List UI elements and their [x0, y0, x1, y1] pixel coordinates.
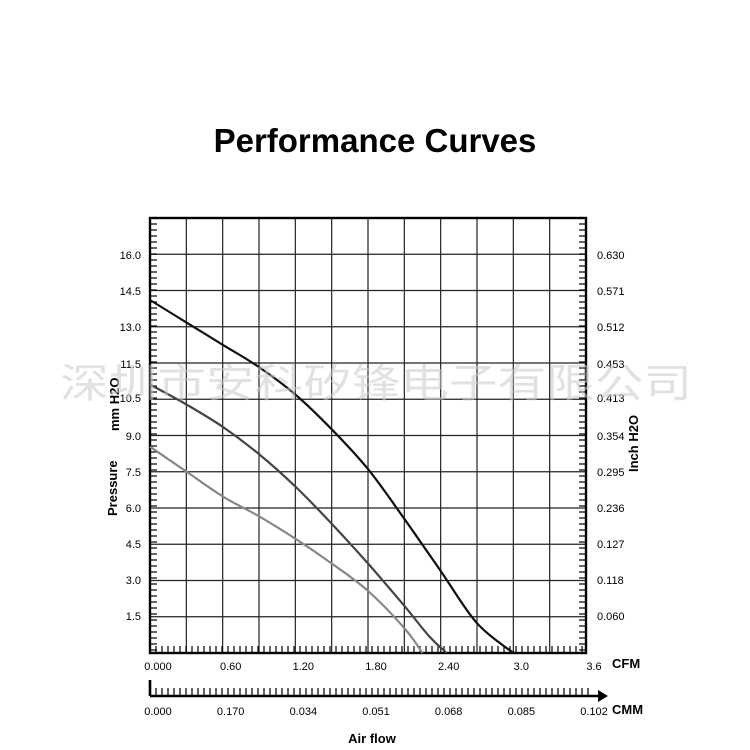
y-tick-label-right: 0.413	[597, 393, 625, 405]
x-tick-label-cmm: 0.068	[435, 706, 463, 718]
watermark-text: 深圳市安科矽锋电子有限公司	[60, 361, 692, 407]
x-tick-label-cfm: 3.0	[514, 661, 529, 673]
x-tick-label-cfm: 0.000	[144, 661, 172, 673]
y-tick-label-right: 0.512	[597, 322, 625, 334]
y-tick-label-left: 7.5	[126, 467, 141, 479]
plot-frame	[148, 216, 588, 655]
x-tick-label-cmm: 0.102	[580, 706, 608, 718]
y-tick-label-right: 0.571	[597, 286, 625, 298]
chart-title: Performance Curves	[213, 122, 537, 159]
y-tick-label-left: 13.0	[120, 322, 141, 334]
y-tick-label-left: 9.0	[126, 431, 141, 443]
y-tick-label-left: 6.0	[126, 503, 141, 515]
left-axis-title: Pressure	[105, 460, 120, 516]
right-axis-unit: Inch H2O	[626, 415, 641, 472]
plot-border	[148, 216, 588, 655]
y-tick-label-right: 0.630	[597, 250, 625, 262]
y-tick-label-right: 0.118	[597, 575, 624, 587]
x-tick-label-cfm: 0.60	[220, 661, 241, 673]
x-tick-label-cmm: 0.051	[362, 706, 390, 718]
x-tick-label-cmm: 0.085	[508, 706, 536, 718]
y-tick-label-left: 14.5	[120, 286, 141, 298]
y-tick-label-left: 4.5	[126, 539, 141, 551]
x-tick-label-cmm: 0.170	[217, 706, 245, 718]
x-axis-title: Air flow	[348, 731, 397, 746]
grid-lines	[150, 218, 586, 653]
y-tick-label-right: 0.060	[597, 611, 625, 623]
y-tick-label-right: 0.453	[597, 359, 625, 371]
tick-labels: 1.5 3.0 4.5 6.0 7.5 9.0 10.5 11.5 13.0 14.5 16.0 0.…	[120, 250, 625, 718]
y-tick-label-left: 11.5	[120, 359, 141, 371]
x-tick-label-cfm: 2.40	[438, 661, 459, 673]
y-tick-label-left: 10.5	[120, 393, 141, 405]
left-axis-unit: mm H2O	[107, 378, 122, 431]
performance-curve-2	[149, 383, 448, 654]
x-tick-label-cmm: 0.000	[144, 706, 172, 718]
y-tick-label-left: 1.5	[126, 611, 141, 623]
cfm-unit-label: CFM	[612, 656, 640, 671]
y-tick-label-right: 0.295	[597, 467, 625, 479]
x-tick-label-cfm: 1.80	[365, 661, 386, 673]
curves	[149, 299, 515, 654]
performance-curve-3	[149, 445, 424, 654]
y-tick-label-left: 16.0	[120, 250, 141, 262]
x-tick-label-cmm: 0.034	[290, 706, 318, 718]
y-tick-label-right: 0.236	[597, 503, 625, 515]
y-tick-label-right: 0.127	[597, 539, 625, 551]
cmm-unit-label: CMM	[612, 702, 643, 717]
y-tick-label-right: 0.354	[597, 431, 625, 443]
minor-ticks	[150, 223, 586, 653]
performance-curve-1	[149, 299, 515, 654]
y-tick-label-left: 3.0	[126, 575, 141, 587]
cmm-axis	[148, 680, 608, 702]
x-tick-label-cfm: 3.6	[586, 661, 601, 673]
x-tick-label-cfm: 1.20	[293, 661, 314, 673]
cmm-axis-arrow	[598, 690, 608, 702]
